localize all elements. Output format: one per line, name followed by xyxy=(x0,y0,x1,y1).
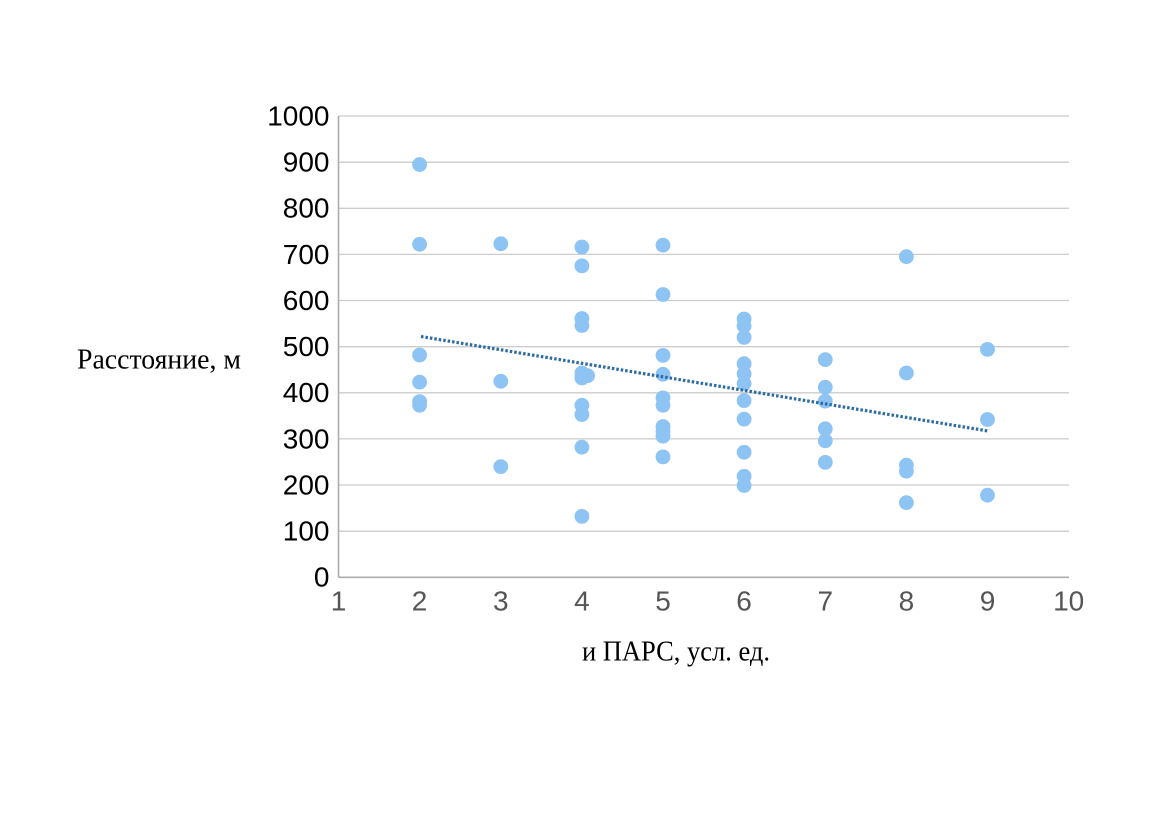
svg-text:7: 7 xyxy=(818,586,834,617)
svg-text:5: 5 xyxy=(655,586,671,617)
svg-text:800: 800 xyxy=(283,193,330,224)
svg-text:и ПАРС, усл. ед.: и ПАРС, усл. ед. xyxy=(582,637,770,668)
svg-text:500: 500 xyxy=(283,331,330,362)
svg-text:Расстояние, м: Расстояние, м xyxy=(77,345,241,376)
svg-text:10: 10 xyxy=(1053,586,1084,617)
svg-text:200: 200 xyxy=(283,469,330,500)
svg-text:1000: 1000 xyxy=(267,100,329,131)
svg-text:2: 2 xyxy=(412,586,428,617)
svg-text:600: 600 xyxy=(283,285,330,316)
svg-text:6: 6 xyxy=(736,586,752,617)
svg-text:3: 3 xyxy=(493,586,509,617)
svg-text:0: 0 xyxy=(314,562,330,593)
svg-text:700: 700 xyxy=(283,239,330,270)
svg-text:900: 900 xyxy=(283,147,330,178)
svg-text:4: 4 xyxy=(574,586,590,617)
svg-text:8: 8 xyxy=(899,586,915,617)
svg-text:1: 1 xyxy=(331,586,347,617)
svg-text:400: 400 xyxy=(283,377,330,408)
svg-text:100: 100 xyxy=(283,516,330,547)
svg-text:300: 300 xyxy=(283,423,330,454)
svg-text:9: 9 xyxy=(980,586,996,617)
